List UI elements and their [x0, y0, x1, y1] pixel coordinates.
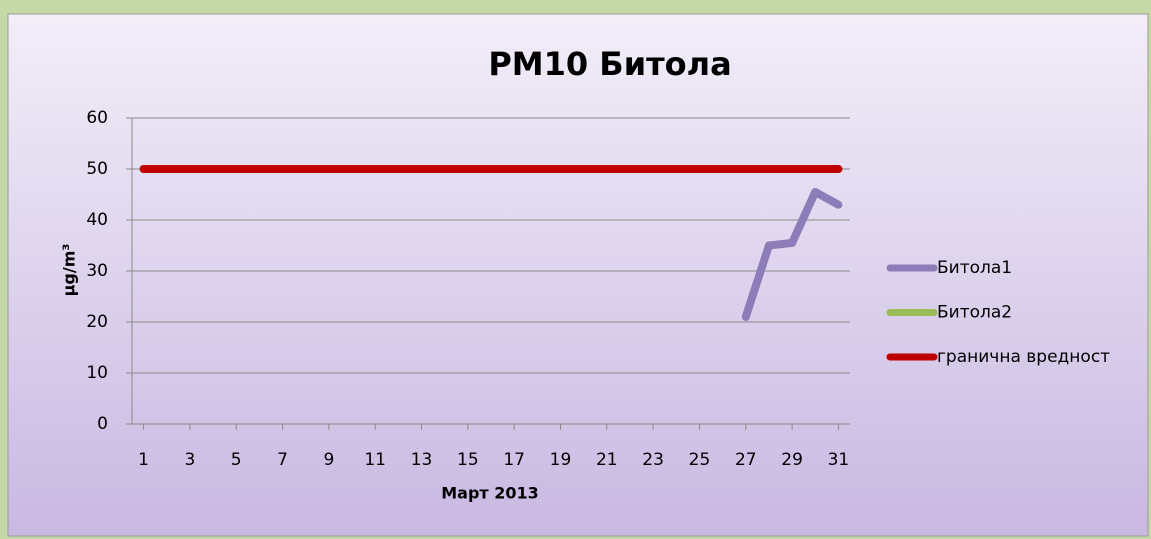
x-tick-label: 25 — [689, 450, 711, 470]
y-axis-label: µg/m³ — [60, 244, 79, 297]
y-tick-label: 60 — [86, 108, 108, 128]
x-tick-label: 5 — [231, 450, 242, 470]
y-tick-label: 30 — [86, 261, 108, 281]
chart-background — [7, 13, 1149, 537]
x-tick-label: 15 — [457, 450, 479, 470]
x-tick-label: 21 — [596, 450, 618, 470]
x-tick-label: 9 — [323, 450, 334, 470]
x-tick-label: 19 — [550, 450, 572, 470]
legend-label: Битола1 — [937, 258, 1012, 278]
legend-label: Битола2 — [937, 303, 1012, 323]
x-tick-label: 31 — [828, 450, 850, 470]
x-tick-label: 17 — [503, 450, 525, 470]
y-tick-label: 40 — [86, 210, 108, 230]
legend-label: гранична вредност — [937, 347, 1110, 367]
line-series — [741, 187, 843, 321]
chart-title: PM10 Битола — [488, 45, 731, 83]
x-tick-label: 13 — [411, 450, 433, 470]
y-tick-label: 0 — [97, 414, 108, 434]
x-tick-label: 1 — [138, 450, 149, 470]
x-tick-label: 7 — [277, 450, 288, 470]
y-tick-label: 50 — [86, 159, 108, 179]
x-tick-label: 27 — [735, 450, 757, 470]
x-tick-label: 29 — [781, 450, 803, 470]
x-axis-label: Март 2013 — [441, 484, 539, 503]
y-tick-label: 20 — [86, 312, 108, 332]
x-tick-label: 3 — [184, 450, 195, 470]
x-tick-label: 23 — [642, 450, 664, 470]
x-tick-label: 11 — [364, 450, 386, 470]
y-tick-label: 10 — [86, 363, 108, 383]
